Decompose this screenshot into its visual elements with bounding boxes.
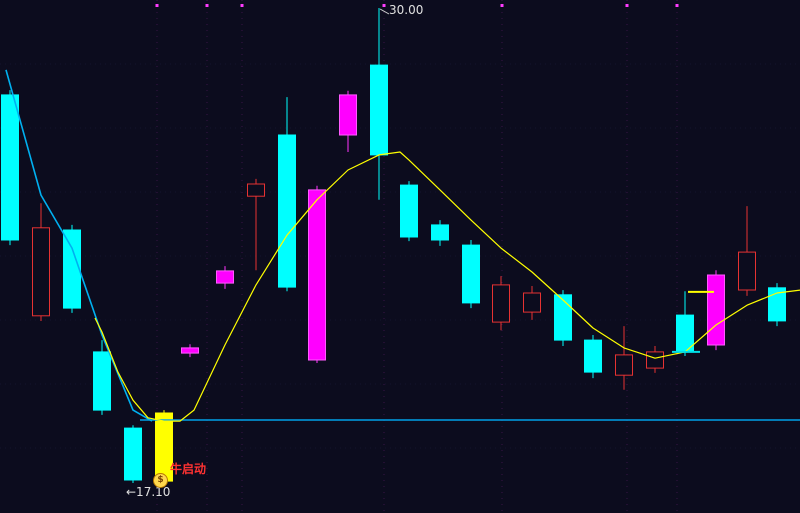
price-high-label: 30.00	[389, 3, 424, 17]
price-low-label: ←17.10	[126, 485, 171, 499]
coin-icon: $	[153, 473, 168, 488]
bull-start-label: 牛启动	[170, 462, 207, 476]
